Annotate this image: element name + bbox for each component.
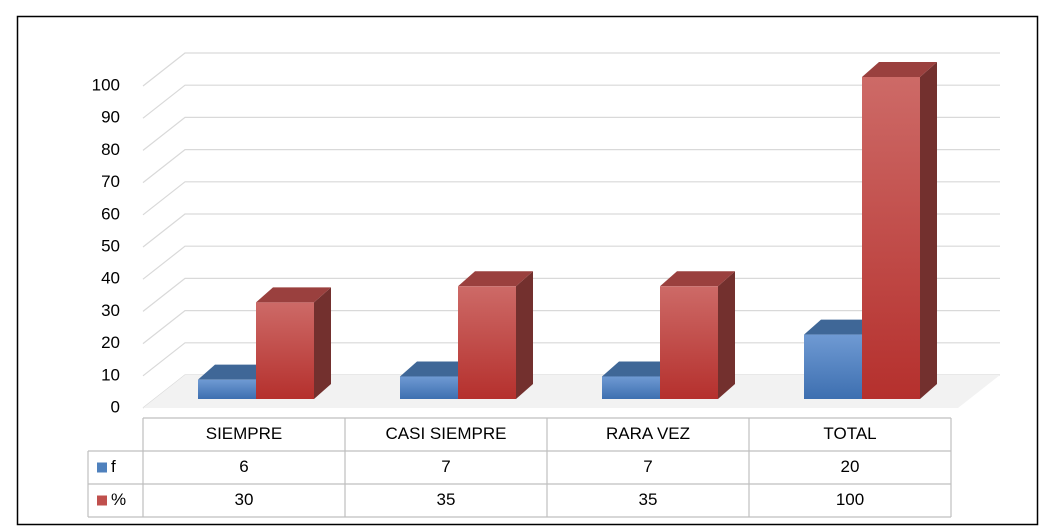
grid-line [142, 52, 1000, 87]
y-tick-label: 0 [111, 397, 120, 416]
y-tick-label: 100 [92, 75, 120, 94]
y-tick-label: 70 [101, 172, 120, 191]
table-value: 7 [441, 457, 450, 476]
grid-line [142, 84, 1000, 119]
grid-line [142, 181, 1000, 216]
y-tick-label: 60 [101, 204, 120, 223]
legend-swatch [97, 462, 107, 473]
bar [458, 286, 516, 399]
grid-line [142, 213, 1000, 248]
table-value: 35 [437, 490, 456, 509]
grid-line [142, 245, 1000, 280]
bar [198, 379, 256, 399]
legend-label: f [111, 457, 116, 476]
y-tick-label: 40 [101, 269, 120, 288]
bar-top [198, 364, 273, 380]
bar-top [804, 319, 879, 335]
bar [256, 302, 314, 399]
y-tick-label: 80 [101, 140, 120, 159]
bar-top [458, 271, 533, 287]
table-value: 35 [639, 490, 658, 509]
x-tick-label: CASI SIEMPRE [386, 424, 507, 443]
x-tick-label: TOTAL [823, 424, 876, 443]
bar [400, 376, 458, 399]
table-value: 30 [235, 490, 254, 509]
x-tick-label: RARA VEZ [606, 424, 690, 443]
table-value: 7 [643, 457, 652, 476]
grid-line [142, 116, 1000, 151]
bar [804, 334, 862, 399]
bar-side [718, 271, 735, 399]
bar-top [862, 62, 937, 77]
x-tick-label: SIEMPRE [206, 424, 283, 443]
legend-label: % [111, 490, 126, 509]
legend-swatch [97, 495, 107, 506]
y-tick-label: 30 [101, 301, 120, 320]
table-value: 6 [239, 457, 248, 476]
bar-side [314, 287, 331, 399]
y-tick-label: 50 [101, 236, 120, 255]
bar-top [256, 287, 331, 303]
y-tick-label: 20 [101, 333, 120, 352]
bar [862, 77, 920, 399]
y-tick-label: 10 [101, 365, 120, 384]
bar-side [516, 271, 533, 399]
y-tick-label: 90 [101, 108, 120, 127]
bar [660, 286, 718, 399]
bar-top [400, 361, 475, 377]
bar-top [660, 271, 735, 287]
bar-top [602, 361, 677, 377]
grid-line [142, 149, 1000, 184]
table-value: 100 [836, 490, 864, 509]
table-value: 20 [841, 457, 860, 476]
bar-side [920, 62, 937, 399]
bar [602, 376, 660, 399]
floor [143, 375, 1000, 408]
